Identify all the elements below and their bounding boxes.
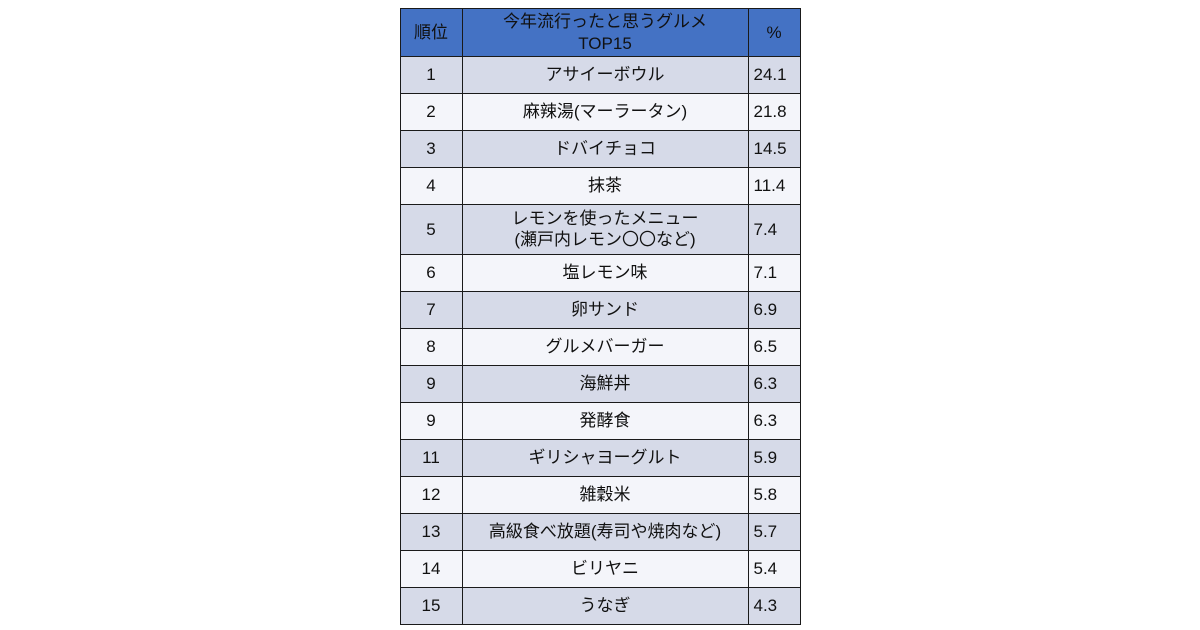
percent-cell: 24.1 xyxy=(747,56,801,94)
table-row: 15 うなぎ 4.3 xyxy=(399,586,801,625)
percent-cell: 14.5 xyxy=(747,130,801,168)
ranking-table: 順位 今年流行ったと思うグルメ TOP15 % 1 アサイーボウル 24.1 2… xyxy=(399,8,801,625)
rank-cell: 14 xyxy=(399,549,463,588)
item-cell: 海鮮丼 xyxy=(461,364,749,403)
percent-cell: 5.4 xyxy=(747,549,801,588)
rank-cell: 3 xyxy=(399,130,463,168)
rank-cell: 2 xyxy=(399,93,463,131)
item-cell: 抹茶 xyxy=(461,167,749,205)
percent-cell: 4.3 xyxy=(747,586,801,625)
item-cell: ビリヤニ xyxy=(461,549,749,588)
column-header-percent: % xyxy=(747,8,801,57)
rank-cell: 7 xyxy=(399,290,463,329)
column-header-item: 今年流行ったと思うグルメ TOP15 xyxy=(461,8,749,57)
percent-cell: 6.3 xyxy=(747,364,801,403)
table-row: 5 レモンを使ったメニュー (瀬戸内レモン〇〇など) 7.4 xyxy=(399,204,801,255)
table-row: 13 高級食べ放題(寿司や焼肉など) 5.7 xyxy=(399,512,801,551)
table-row: 2 麻辣湯(マーラータン) 21.8 xyxy=(399,93,801,131)
rank-cell: 1 xyxy=(399,56,463,94)
item-cell: グルメバーガー xyxy=(461,327,749,366)
table-row: 6 塩レモン味 7.1 xyxy=(399,253,801,292)
rank-cell: 15 xyxy=(399,586,463,625)
rank-cell: 9 xyxy=(399,401,463,440)
percent-cell: 5.9 xyxy=(747,438,801,477)
percent-cell: 11.4 xyxy=(747,167,801,205)
table-header: 順位 今年流行ったと思うグルメ TOP15 % xyxy=(399,8,801,57)
table-row: 14 ビリヤニ 5.4 xyxy=(399,549,801,588)
table-row: 3 ドバイチョコ 14.5 xyxy=(399,130,801,168)
item-cell: 雑穀米 xyxy=(461,475,749,514)
column-header-rank: 順位 xyxy=(399,8,463,57)
table-row: 1 アサイーボウル 24.1 xyxy=(399,56,801,94)
percent-cell: 6.9 xyxy=(747,290,801,329)
item-cell: ギリシャヨーグルト xyxy=(461,438,749,477)
table-row: 12 雑穀米 5.8 xyxy=(399,475,801,514)
table-body: 1 アサイーボウル 24.1 2 麻辣湯(マーラータン) 21.8 3 ドバイチ… xyxy=(399,56,801,625)
rank-cell: 13 xyxy=(399,512,463,551)
item-cell: ドバイチョコ xyxy=(461,130,749,168)
percent-cell: 21.8 xyxy=(747,93,801,131)
table-row: 11 ギリシャヨーグルト 5.9 xyxy=(399,438,801,477)
rank-cell: 11 xyxy=(399,438,463,477)
percent-cell: 5.8 xyxy=(747,475,801,514)
table-row: 9 海鮮丼 6.3 xyxy=(399,364,801,403)
rank-cell: 12 xyxy=(399,475,463,514)
rank-cell: 4 xyxy=(399,167,463,205)
item-cell: 卵サンド xyxy=(461,290,749,329)
percent-cell: 7.1 xyxy=(747,253,801,292)
table-row: 9 発酵食 6.3 xyxy=(399,401,801,440)
item-cell: 塩レモン味 xyxy=(461,253,749,292)
table-row: 8 グルメバーガー 6.5 xyxy=(399,327,801,366)
rank-cell: 6 xyxy=(399,253,463,292)
rank-cell: 5 xyxy=(399,204,463,255)
rank-cell: 8 xyxy=(399,327,463,366)
table-row: 4 抹茶 11.4 xyxy=(399,167,801,205)
rank-cell: 9 xyxy=(399,364,463,403)
item-cell: 麻辣湯(マーラータン) xyxy=(461,93,749,131)
percent-cell: 5.7 xyxy=(747,512,801,551)
table-row: 7 卵サンド 6.9 xyxy=(399,290,801,329)
header-row: 順位 今年流行ったと思うグルメ TOP15 % xyxy=(399,8,801,57)
item-cell: レモンを使ったメニュー (瀬戸内レモン〇〇など) xyxy=(461,204,749,255)
percent-cell: 6.5 xyxy=(747,327,801,366)
percent-cell: 7.4 xyxy=(747,204,801,255)
percent-cell: 6.3 xyxy=(747,401,801,440)
item-cell: 発酵食 xyxy=(461,401,749,440)
item-cell: アサイーボウル xyxy=(461,56,749,94)
item-cell: うなぎ xyxy=(461,586,749,625)
item-cell: 高級食べ放題(寿司や焼肉など) xyxy=(461,512,749,551)
